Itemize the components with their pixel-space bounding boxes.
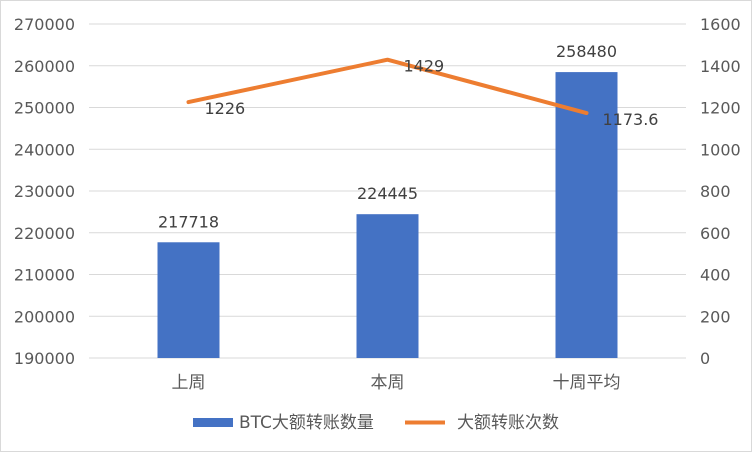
- right-axis-tick-label: 400: [700, 266, 731, 285]
- line-data-label: 1226: [205, 99, 246, 118]
- left-axis-tick-label: 260000: [14, 57, 75, 76]
- x-axis-tick-label: 上周: [172, 373, 206, 393]
- left-axis-tick-label: 250000: [14, 99, 75, 118]
- bar-data-label: 217718: [158, 212, 219, 231]
- left-axis-tick-label: 210000: [14, 266, 75, 285]
- bar: [158, 242, 220, 358]
- line-series: [188, 60, 586, 114]
- legend: BTC大额转账数量 大额转账次数: [193, 413, 559, 433]
- left-axis-tick-label: 230000: [14, 182, 75, 201]
- x-axis-ticks: 上周 本周 十周平均: [172, 373, 621, 393]
- right-axis-tick-label: 800: [700, 182, 731, 201]
- right-axis-tick-label: 1400: [700, 57, 741, 76]
- legend-bar-label: BTC大额转账数量: [239, 413, 374, 433]
- left-axis-tick-label: 270000: [14, 15, 75, 34]
- bar-data-label: 258480: [556, 42, 617, 61]
- right-axis-tick-label: 1200: [700, 99, 741, 118]
- legend-bar-swatch: [193, 418, 233, 427]
- x-axis-tick-label: 十周平均: [553, 373, 621, 393]
- right-axis-tick-label: 0: [700, 349, 710, 368]
- bar-data-labels: 217718 224445 258480: [158, 42, 617, 231]
- line-data-label: 1173.6: [603, 110, 659, 129]
- left-axis-ticks: 190000 200000 210000 220000 230000 240000 2500…: [14, 15, 75, 368]
- line-data-label: 1429: [404, 57, 445, 76]
- left-axis-tick-label: 200000: [14, 307, 75, 326]
- legend-line-label: 大额转账次数: [457, 413, 559, 433]
- line-series-path: [189, 60, 587, 113]
- bar-data-label: 224445: [357, 184, 418, 203]
- right-axis-tick-label: 1600: [700, 15, 741, 34]
- left-axis-tick-label: 190000: [14, 349, 75, 368]
- left-axis-tick-label: 240000: [14, 140, 75, 159]
- right-axis-ticks: 0 200 400 600 800 1000 1200 1400 1600: [700, 15, 741, 368]
- x-axis-tick-label: 本周: [371, 373, 405, 393]
- right-axis-tick-label: 200: [700, 307, 731, 326]
- right-axis-tick-label: 600: [700, 224, 731, 243]
- left-axis-tick-label: 220000: [14, 224, 75, 243]
- right-axis-tick-label: 1000: [700, 140, 741, 159]
- bar: [357, 214, 419, 358]
